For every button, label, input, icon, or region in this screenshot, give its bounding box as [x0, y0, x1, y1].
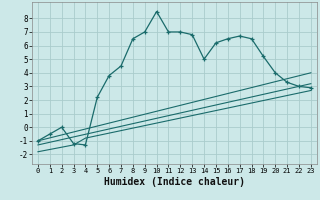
X-axis label: Humidex (Indice chaleur): Humidex (Indice chaleur)	[104, 177, 245, 187]
